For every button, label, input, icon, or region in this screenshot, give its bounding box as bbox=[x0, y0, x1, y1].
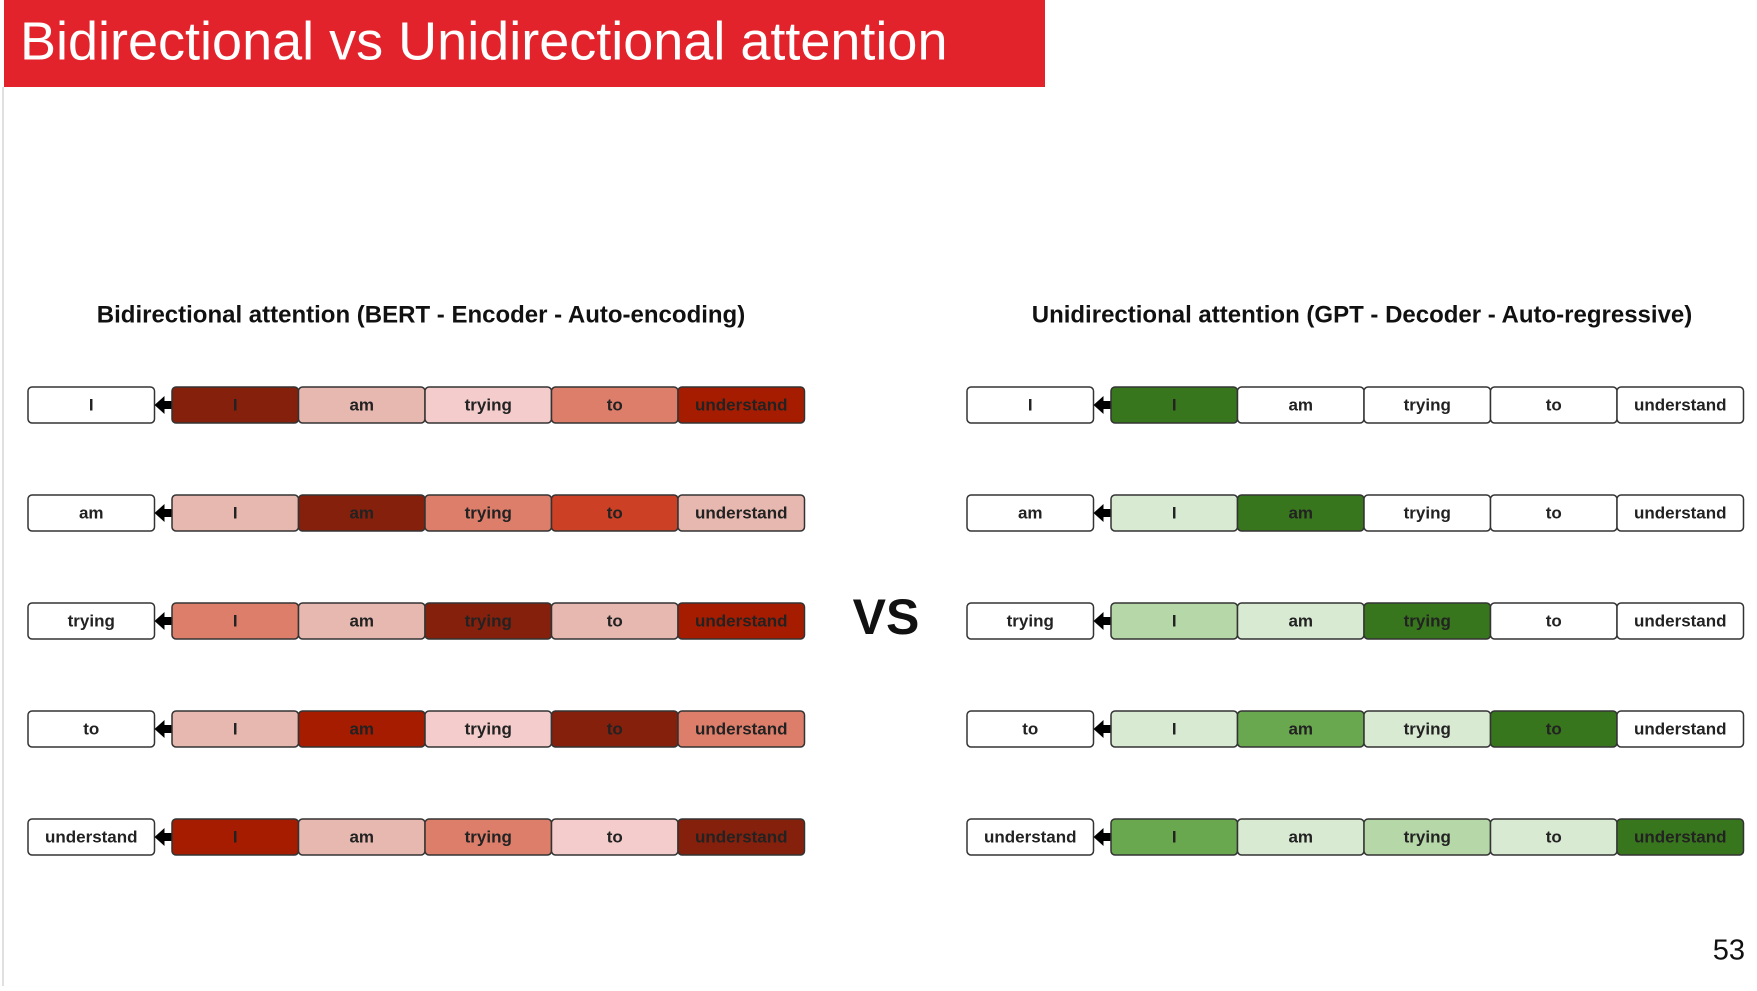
cell-token: am bbox=[349, 503, 374, 522]
title-banner bbox=[4, 0, 1045, 87]
cell-token: to bbox=[607, 719, 623, 738]
attention-cell bbox=[677, 386, 806, 424]
cell-token: I bbox=[233, 395, 238, 414]
attention-cell bbox=[677, 710, 806, 748]
vs-label: VS bbox=[853, 589, 920, 645]
cell-token: I bbox=[233, 827, 238, 846]
cell-token: understand bbox=[1634, 611, 1727, 630]
arrow bbox=[1093, 396, 1111, 414]
arrow bbox=[1093, 828, 1111, 846]
cell-token: understand bbox=[695, 827, 788, 846]
cell-token: to bbox=[1546, 719, 1562, 738]
cell-token: to bbox=[1546, 611, 1562, 630]
cell-token: trying bbox=[465, 395, 512, 414]
attention-cell bbox=[1616, 494, 1745, 532]
cell-token: understand bbox=[1634, 719, 1727, 738]
cell-token: I bbox=[1172, 395, 1177, 414]
cell-token: to bbox=[607, 827, 623, 846]
attention-cell bbox=[1616, 386, 1745, 424]
cell-token: understand bbox=[695, 611, 788, 630]
arrow bbox=[1093, 720, 1111, 738]
cell-token: am bbox=[1288, 611, 1313, 630]
query-token: to bbox=[83, 719, 99, 738]
cell-token: understand bbox=[1634, 503, 1727, 522]
cell-token: understand bbox=[695, 503, 788, 522]
cell-token: trying bbox=[1404, 611, 1451, 630]
cell-token: trying bbox=[465, 503, 512, 522]
query-token: to bbox=[1022, 719, 1038, 738]
attention-cell bbox=[1616, 818, 1745, 856]
cell-token: to bbox=[607, 395, 623, 414]
cell-token: I bbox=[1172, 503, 1177, 522]
attention-cell bbox=[677, 494, 806, 532]
cell-token: understand bbox=[695, 719, 788, 738]
cell-token: trying bbox=[465, 611, 512, 630]
arrow bbox=[154, 504, 172, 522]
cell-token: understand bbox=[695, 395, 788, 414]
arrow bbox=[154, 828, 172, 846]
cell-token: I bbox=[1172, 611, 1177, 630]
cell-token: to bbox=[607, 503, 623, 522]
arrow bbox=[154, 720, 172, 738]
query-token: I bbox=[1028, 395, 1033, 414]
arrow bbox=[154, 612, 172, 630]
arrow bbox=[1093, 504, 1111, 522]
cell-token: I bbox=[233, 503, 238, 522]
attention-cell bbox=[1616, 710, 1745, 748]
attention-cell bbox=[1616, 602, 1745, 640]
cell-token: trying bbox=[1404, 827, 1451, 846]
cell-token: understand bbox=[1634, 395, 1727, 414]
cell-token: trying bbox=[1404, 719, 1451, 738]
query-token: understand bbox=[984, 827, 1077, 846]
panel-title: Unidirectional attention (GPT - Decoder … bbox=[1032, 301, 1693, 328]
cell-token: I bbox=[233, 611, 238, 630]
query-token: I bbox=[89, 395, 94, 414]
query-token: am bbox=[79, 503, 104, 522]
cell-token: am bbox=[349, 719, 374, 738]
cell-token: I bbox=[233, 719, 238, 738]
cell-token: am bbox=[1288, 395, 1313, 414]
cell-token: am bbox=[349, 827, 374, 846]
query-token: trying bbox=[1007, 611, 1054, 630]
cell-token: understand bbox=[1634, 827, 1727, 846]
cell-token: to bbox=[1546, 827, 1562, 846]
cell-token: am bbox=[349, 395, 374, 414]
cell-token: am bbox=[1288, 503, 1313, 522]
attention-cell bbox=[677, 818, 806, 856]
cell-token: am bbox=[1288, 719, 1313, 738]
cell-token: I bbox=[1172, 719, 1177, 738]
query-token: understand bbox=[45, 827, 138, 846]
page-number: 53 bbox=[1713, 935, 1745, 967]
cell-token: am bbox=[349, 611, 374, 630]
cell-token: trying bbox=[1404, 503, 1451, 522]
arrow bbox=[1093, 612, 1111, 630]
cell-token: to bbox=[607, 611, 623, 630]
cell-token: trying bbox=[465, 827, 512, 846]
attention-cell bbox=[677, 602, 806, 640]
arrow bbox=[154, 396, 172, 414]
cell-token: trying bbox=[465, 719, 512, 738]
cell-token: to bbox=[1546, 395, 1562, 414]
cell-token: am bbox=[1288, 827, 1313, 846]
query-token: am bbox=[1018, 503, 1043, 522]
cell-token: I bbox=[1172, 827, 1177, 846]
cell-token: trying bbox=[1404, 395, 1451, 414]
slide-title: Bidirectional vs Unidirectional attentio… bbox=[20, 11, 948, 71]
cell-token: to bbox=[1546, 503, 1562, 522]
query-token: trying bbox=[68, 611, 115, 630]
panel-title: Bidirectional attention (BERT - Encoder … bbox=[97, 301, 745, 328]
